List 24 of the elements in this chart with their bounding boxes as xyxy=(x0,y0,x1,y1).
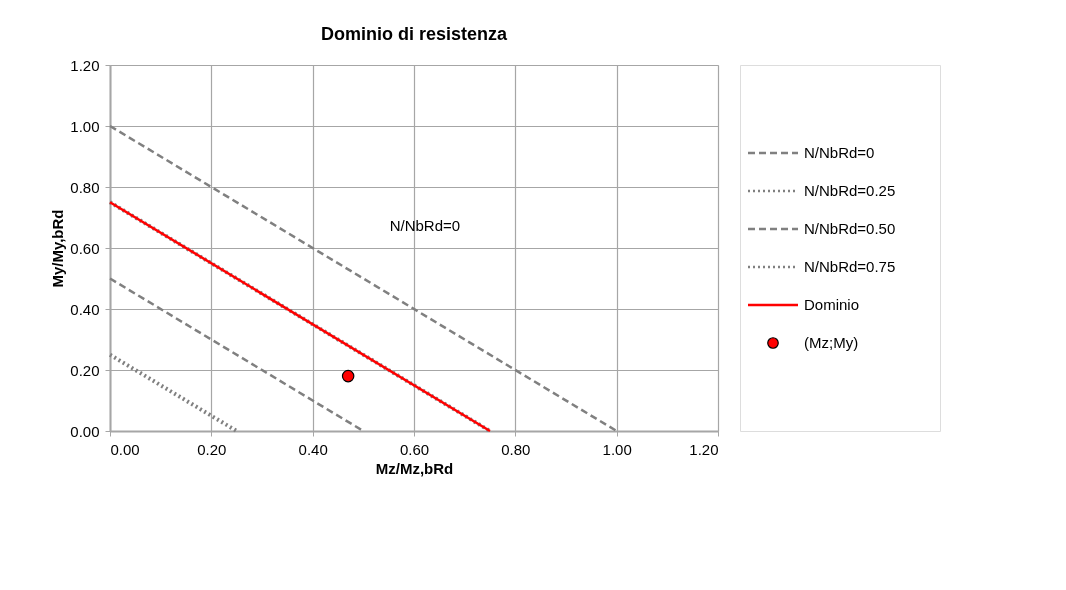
legend-label: N/NbRd=0.75 xyxy=(804,258,896,275)
annotation: N/NbRd=0 xyxy=(389,217,461,235)
legend-label: N/NbRd=0 xyxy=(804,144,875,161)
y-tick-label: 1.20 xyxy=(70,56,100,74)
y-tick-label: 0.60 xyxy=(70,239,100,257)
y-tick-label: 1.00 xyxy=(70,117,100,135)
x-tick-label: 1.20 xyxy=(689,440,719,458)
x-tick-label: 0.60 xyxy=(399,440,430,458)
chart-title: Dominio di resistenza xyxy=(320,24,508,44)
y-tick-label: 0.00 xyxy=(70,422,100,440)
x-axis-title: Mz/Mz,bRd xyxy=(375,459,454,477)
y-tick-label: 0.20 xyxy=(70,361,100,379)
x-tick-label: 0.40 xyxy=(298,440,328,458)
y-tick-label: 0.40 xyxy=(70,300,100,318)
legend-label: N/NbRd=0.50 xyxy=(804,220,896,237)
x-tick-label: 0.80 xyxy=(501,440,531,458)
x-tick-label: 1.00 xyxy=(602,440,632,458)
legend-label: (Mz;My) xyxy=(804,334,859,351)
y-tick-label: 0.80 xyxy=(70,178,100,196)
x-tick-label: 0.00 xyxy=(110,440,140,458)
y-axis-title: My/My,bRd xyxy=(49,209,67,288)
legend-label: Dominio xyxy=(804,296,860,313)
legend-label: N/NbRd=0.25 xyxy=(804,182,896,199)
x-tick-label: 0.20 xyxy=(197,440,227,458)
